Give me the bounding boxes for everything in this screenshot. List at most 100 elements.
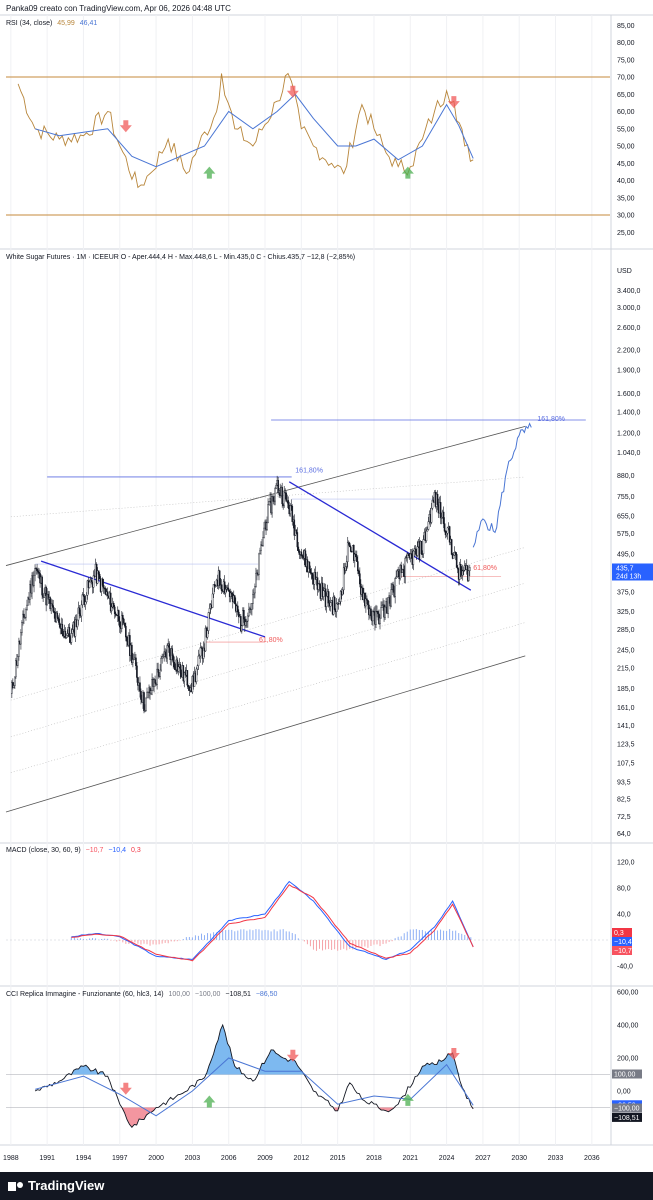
candle-body (277, 480, 279, 493)
candle-body (439, 502, 442, 519)
candle-body (195, 668, 198, 682)
y-tick-label: 123,5 (617, 741, 635, 748)
macd-legend[interactable]: MACD (close, 30, 60, 9) −10,7 −10,4 0,3 (6, 847, 141, 854)
candle-body (230, 592, 233, 595)
candle-body (359, 573, 361, 585)
cci-legend[interactable]: CCI Replica Immagine - Funzionante (60, … (6, 991, 277, 998)
y-tick-label: 2.600,0 (617, 325, 640, 332)
candle-body (426, 529, 429, 532)
candle-body (176, 659, 179, 672)
candle-body (173, 661, 176, 668)
last-price-countdown: 24d 13h (616, 573, 641, 580)
candle-body (297, 546, 300, 551)
candle-body (246, 620, 248, 623)
candle-body (101, 578, 104, 586)
rsi-down-arrow (286, 85, 299, 98)
candle-body (259, 550, 261, 555)
candle-body (309, 568, 312, 573)
candle-body (22, 613, 24, 623)
candle-body (372, 611, 374, 622)
candle-body (243, 610, 245, 620)
candle-body (46, 594, 48, 606)
candle-body (164, 651, 166, 655)
x-tick-label: 2036 (584, 1155, 600, 1162)
y-tick-label: -40,0 (617, 964, 633, 971)
price-unit-label: USD (617, 268, 632, 275)
y-tick-label: 185,0 (617, 686, 635, 693)
candle-body (224, 589, 227, 594)
y-tick-label: 55,00 (617, 126, 635, 133)
candle-body (183, 672, 186, 682)
candle-body (281, 487, 283, 505)
candle-body (294, 529, 297, 536)
candle-body (147, 691, 149, 694)
candle-body (144, 710, 146, 712)
y-tick-label: 375,0 (617, 590, 635, 597)
candle-body (339, 591, 342, 602)
candle-body (454, 552, 457, 555)
y-tick-label: 82,5 (617, 796, 631, 803)
candle-body (448, 526, 451, 543)
rsi-legend[interactable]: RSI (34, close) 45,99 46,41 (6, 20, 97, 27)
candle-body (202, 647, 205, 659)
candle-body (212, 584, 215, 595)
candle-body (115, 614, 118, 617)
y-tick-label: 285,0 (617, 627, 635, 634)
candle-body (179, 664, 182, 674)
candle-body (47, 594, 49, 600)
candle-body (251, 603, 253, 610)
candle-body (377, 611, 379, 615)
candle-body (197, 655, 200, 666)
candle-body (126, 636, 128, 642)
macd-value-tag-text: 0,3 (614, 930, 624, 937)
y-tick-label: 1.600,0 (617, 391, 640, 398)
candle-body (57, 617, 60, 620)
cci-value-3: −108,51 (225, 991, 251, 998)
channel-mid-line (10, 622, 526, 773)
cci-up-arrow (401, 1093, 414, 1106)
candle-body (283, 492, 285, 506)
cci-label: CCI Replica Immagine - Funzionante (60, … (6, 991, 164, 998)
y-tick-label: 50,00 (617, 144, 635, 151)
price-legend[interactable]: White Sugar Futures · 1M · ICEEUR O - Ap… (6, 254, 355, 261)
candle-body (200, 647, 203, 649)
cci-line (34, 1023, 474, 1128)
candle-body (268, 501, 270, 505)
candle-body (467, 570, 470, 581)
candle-body (422, 539, 425, 555)
candle-body (122, 614, 124, 620)
candle-body (401, 569, 404, 573)
candle-body (71, 629, 74, 634)
y-tick-label: 1.400,0 (617, 409, 640, 416)
candle-body (436, 493, 439, 505)
y-tick-label: 575,0 (617, 531, 635, 538)
cci-value-4: −86,50 (255, 991, 278, 998)
cci-value-tag (612, 1069, 642, 1079)
chart-canvas[interactable]: 1988 1991 1994 1997 2000 2003 2006 2009 2012 2015… (0, 0, 653, 1172)
candle-body (304, 550, 307, 567)
macd-value-tag (612, 928, 632, 937)
candle-body (296, 532, 299, 548)
candle-body (416, 546, 419, 556)
candle-body (206, 630, 209, 638)
y-tick-label: 215,0 (617, 666, 635, 673)
y-tick-label: 141,0 (617, 723, 635, 730)
y-tick-label: 880,0 (617, 473, 635, 480)
chart-header: Panka09 creato con TradingView.com, Apr … (6, 4, 231, 13)
y-tick-label: 0,00 (617, 1089, 631, 1096)
candle-body (98, 574, 101, 580)
x-tick-label: 1991 (39, 1155, 55, 1162)
candle-body (204, 627, 207, 652)
candle-body (384, 606, 386, 618)
candle-body (285, 492, 288, 502)
y-tick-label: 2.200,0 (617, 348, 640, 355)
candle-body (25, 609, 27, 618)
candle-body (56, 612, 59, 618)
tradingview-logo[interactable]: TradingView (8, 1178, 104, 1193)
candle-body (410, 553, 413, 556)
candle-body (199, 647, 202, 657)
candle-body (211, 593, 214, 608)
y-tick-label: 3.000,0 (617, 305, 640, 312)
candle-body (431, 499, 434, 509)
candle-body (139, 682, 141, 692)
